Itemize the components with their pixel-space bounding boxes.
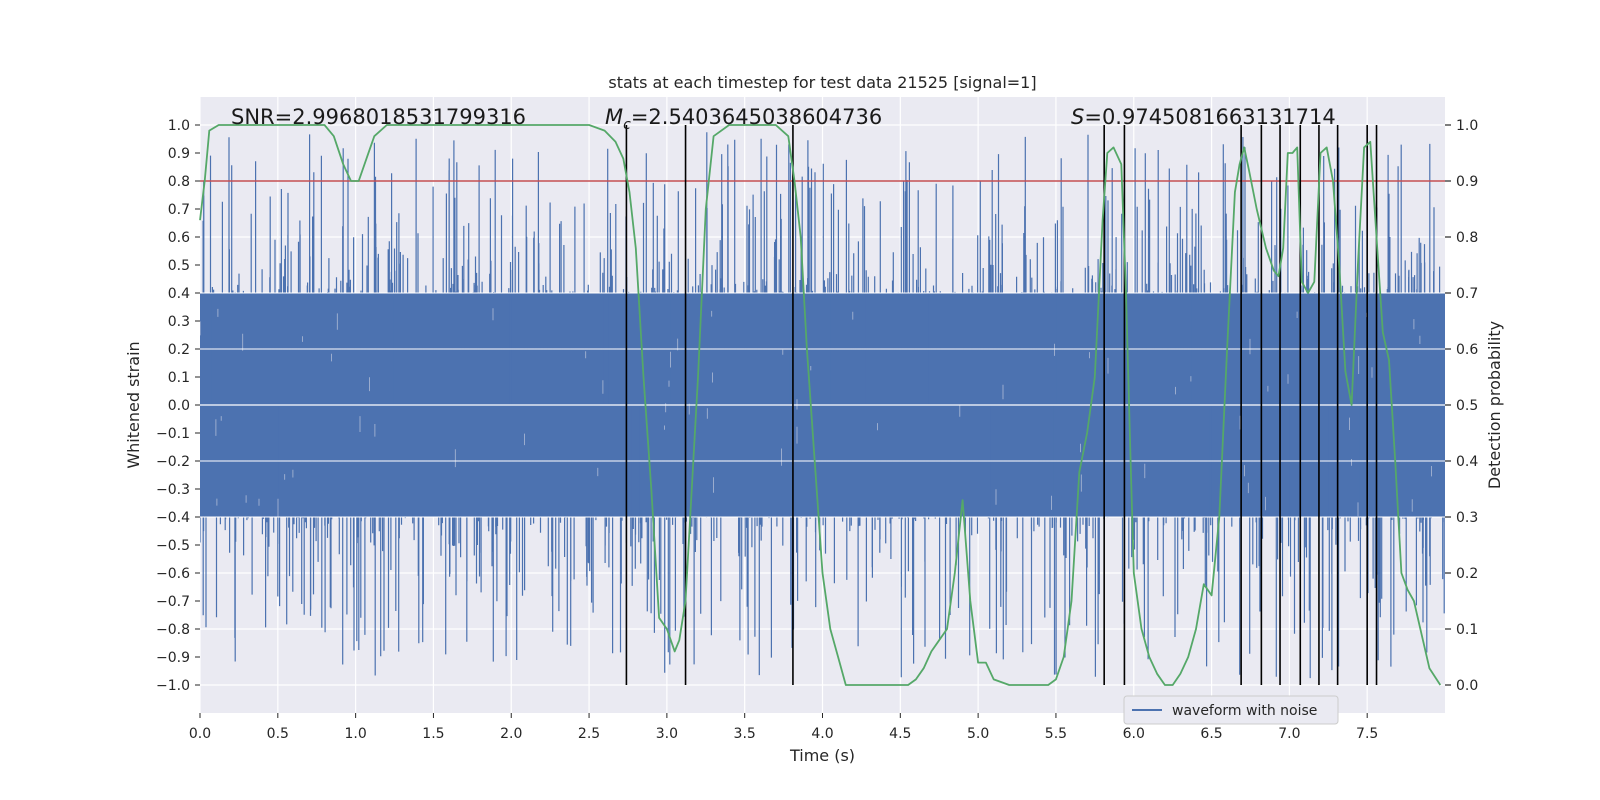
right-tick-label: 0.0 bbox=[1456, 678, 1478, 694]
left-tick-label: 0.0 bbox=[168, 398, 190, 414]
left-tick-label: −0.8 bbox=[156, 622, 190, 638]
legend: waveform with noise bbox=[1123, 695, 1339, 725]
x-tick-label: 3.0 bbox=[656, 726, 678, 742]
left-tick-label: 0.6 bbox=[168, 230, 190, 246]
x-tick-label: 1.5 bbox=[422, 726, 444, 742]
left-tick-label: 0.2 bbox=[168, 342, 190, 358]
x-tick-label: 3.5 bbox=[734, 726, 756, 742]
x-tick-label: 0.0 bbox=[189, 726, 211, 742]
left-tick-label: −0.2 bbox=[156, 454, 190, 470]
chirp-mass-symbol: M bbox=[605, 105, 623, 129]
left-tick-label: −1.0 bbox=[156, 678, 190, 694]
left-tick-label: −0.5 bbox=[156, 538, 190, 554]
chirp-mass-annotation: Mc=2.5403645038604736 bbox=[605, 105, 882, 133]
legend-label: waveform with noise bbox=[1172, 703, 1317, 719]
left-tick-label: −0.9 bbox=[156, 650, 190, 666]
probability-series bbox=[199, 124, 1442, 686]
chirp-mass-value: =2.5403645038604736 bbox=[631, 105, 882, 129]
left-tick-label: −0.4 bbox=[156, 510, 190, 526]
x-tick-label: 0.5 bbox=[267, 726, 289, 742]
x-tick-label: 6.0 bbox=[1123, 726, 1145, 742]
left-tick-label: 1.0 bbox=[168, 118, 190, 134]
right-tick-label: 0.6 bbox=[1456, 342, 1478, 358]
x-tick-label: 2.5 bbox=[578, 726, 600, 742]
x-tick-label: 7.0 bbox=[1278, 726, 1300, 742]
left-tick-label: 0.5 bbox=[168, 258, 190, 274]
spin-symbol: S bbox=[1071, 105, 1084, 129]
snr-annotation: SNR=2.9968018531799316 bbox=[231, 105, 526, 129]
spin-annotation: S=0.9745081663131714 bbox=[1071, 105, 1336, 129]
chirp-mass-subscript: c bbox=[623, 117, 631, 133]
left-tick-label: 0.1 bbox=[168, 370, 190, 386]
left-tick-label: −0.1 bbox=[156, 426, 190, 442]
waveform-texture bbox=[200, 308, 1432, 517]
left-y-axis-title: Whitened strain bbox=[124, 341, 143, 468]
right-tick-label: 0.3 bbox=[1456, 510, 1478, 526]
right-y-axis: 1.0 0.9 0.8 0.7 0.6 0.5 0.4 0.3 0.2 0.1 0.0 bbox=[1445, 118, 1478, 694]
right-y-axis-title: Detection probability bbox=[1485, 321, 1504, 489]
left-tick-label: −0.6 bbox=[156, 566, 190, 582]
right-tick-label: 0.8 bbox=[1456, 230, 1478, 246]
x-tick-label: 5.0 bbox=[967, 726, 989, 742]
left-tick-label: 0.9 bbox=[168, 146, 190, 162]
left-tick-label: −0.3 bbox=[156, 482, 190, 498]
x-tick-label: 4.0 bbox=[811, 726, 833, 742]
x-tick-label: 1.0 bbox=[344, 726, 366, 742]
left-tick-label: −0.7 bbox=[156, 594, 190, 610]
left-tick-label: 0.4 bbox=[168, 286, 190, 302]
right-tick-label: 0.1 bbox=[1456, 622, 1478, 638]
chart-title: stats at each timestep for test data 215… bbox=[608, 73, 1036, 92]
legend-box bbox=[1123, 695, 1339, 725]
right-tick-label: 0.4 bbox=[1456, 454, 1478, 470]
x-tick-label: 7.5 bbox=[1356, 726, 1378, 742]
x-axis-title: Time (s) bbox=[789, 746, 855, 765]
x-tick-label: 5.5 bbox=[1045, 726, 1067, 742]
x-tick-label: 2.0 bbox=[500, 726, 522, 742]
left-y-axis: 1.0 0.9 0.8 0.7 0.6 0.5 0.4 0.3 0.2 0.1 0.0 −0.1 −0.… bbox=[156, 118, 200, 694]
right-tick-label: 0.9 bbox=[1456, 174, 1478, 190]
left-tick-label: 0.8 bbox=[168, 174, 190, 190]
x-tick-label: 4.5 bbox=[889, 726, 911, 742]
right-tick-label: 1.0 bbox=[1456, 118, 1478, 134]
waveform-series bbox=[200, 132, 1445, 679]
left-tick-label: 0.3 bbox=[168, 314, 190, 330]
right-tick-label: 0.5 bbox=[1456, 398, 1478, 414]
x-tick-label: 6.5 bbox=[1200, 726, 1222, 742]
spin-value: =0.9745081663131714 bbox=[1084, 105, 1335, 129]
left-tick-label: 0.7 bbox=[168, 202, 190, 218]
right-tick-label: 0.2 bbox=[1456, 566, 1478, 582]
right-tick-label: 0.7 bbox=[1456, 286, 1478, 302]
